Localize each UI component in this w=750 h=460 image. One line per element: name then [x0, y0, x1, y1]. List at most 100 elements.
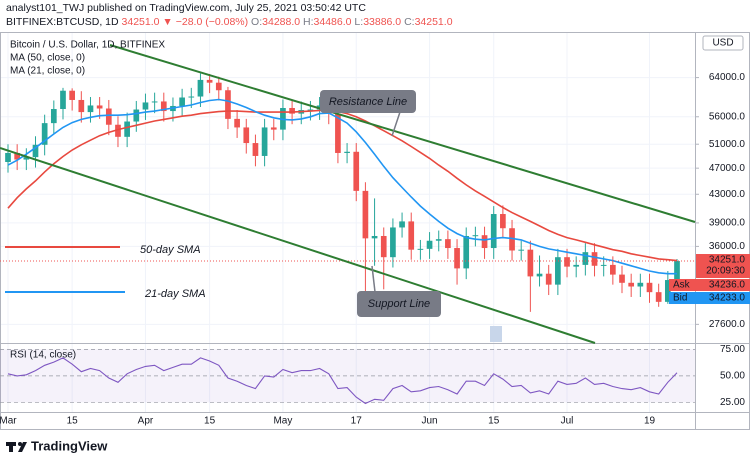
ohlc-value: 34486.0: [314, 16, 352, 28]
callout-box: [357, 291, 441, 317]
x-tick-label: 15: [67, 416, 79, 427]
ohlc-value: 34251.0: [415, 16, 453, 28]
candle-body: [87, 105, 94, 113]
candle-body: [252, 143, 259, 156]
candle-body: [96, 105, 103, 109]
candle-body: [619, 274, 625, 283]
last-price-box: [696, 254, 750, 279]
legend-entry: MA (50, close, 0): [10, 53, 85, 64]
candle-body: [335, 113, 341, 153]
candle-body: [60, 90, 66, 110]
currency-box: [702, 35, 744, 51]
ask-box: [669, 279, 750, 292]
candle-body: [197, 79, 204, 97]
countdown: 20:09:30: [706, 266, 745, 277]
candle-body: [600, 264, 607, 266]
candle-body: [289, 107, 295, 114]
support-trendline: [0, 147, 596, 344]
candle-body: [160, 101, 167, 112]
candle-body: [215, 82, 222, 91]
candle-body: [637, 282, 644, 287]
moving-average: [7, 98, 677, 275]
candle-body: [69, 90, 75, 100]
candle-body: [509, 228, 515, 251]
sma21-annotation: 21-day SMA: [144, 288, 206, 300]
resistance-annotation: Resistance Line: [329, 96, 407, 108]
candle-body: [78, 99, 85, 113]
candle-body: [243, 127, 250, 144]
candle-body: [435, 239, 442, 241]
x-tick-label: 15: [488, 416, 500, 427]
candle-body: [206, 79, 213, 83]
y-tick-label: 56000.0: [709, 111, 746, 122]
y-tick-label: 25.00: [720, 397, 745, 408]
candle-body: [5, 152, 11, 162]
rsi-line: [7, 357, 678, 405]
y-tick-label: 51000.0: [709, 139, 746, 150]
ohlc-label: C:: [404, 16, 415, 28]
candle-body: [261, 127, 268, 156]
chart-title: Bitcoin / U.S. Dollar, 1D, BITFINEX: [10, 40, 165, 51]
candle-body: [14, 152, 21, 160]
candle-body: [32, 144, 39, 158]
y-tick-label: 47000.0: [709, 163, 746, 174]
x-tick-label: 15: [204, 416, 216, 427]
candle-body: [142, 102, 149, 110]
candle-body: [41, 123, 48, 145]
y-tick-label: 27600.0: [709, 319, 746, 330]
candle-body: [105, 108, 112, 125]
candle-body: [555, 257, 561, 285]
candle-body: [646, 282, 653, 293]
candle-body: [133, 109, 140, 122]
candle-body: [582, 252, 589, 265]
candle-body: [115, 124, 121, 137]
candle-body: [518, 249, 525, 251]
candle-body: [408, 221, 415, 250]
candle-body: [50, 109, 57, 124]
grid: [0, 32, 695, 412]
ask-price: 34236.0: [709, 280, 746, 291]
symbol-line: BITFINEX:BTCUSD, 1D 34251.0 ▼ −28.0 (−0.…: [6, 16, 453, 28]
logo: [6, 442, 27, 452]
candle-body: [390, 227, 396, 258]
legend: MA (50, close, 0) MA (21, close, 0): [10, 53, 85, 77]
bid-label: Bid: [673, 293, 687, 304]
candle-body: [307, 109, 314, 111]
author-line: analyst101_TWJ published on TradingView.…: [6, 2, 366, 14]
ohlc-label: O:: [251, 16, 262, 28]
ohlc-label: L:: [354, 16, 363, 28]
y-tick-label: 50.00: [720, 371, 745, 382]
candle-body: [417, 248, 424, 250]
candle-body: [536, 273, 543, 277]
rsi-title: RSI (14, close): [10, 350, 76, 361]
symbol: BITFINEX:BTCUSD, 1D: [6, 16, 119, 28]
candle-body: [225, 90, 231, 119]
candle-body: [472, 235, 479, 237]
callout-arrow: [371, 265, 376, 293]
resistance-trendline: [109, 44, 696, 223]
candle-body: [399, 221, 405, 228]
candle-body: [380, 235, 387, 258]
y-tick-label: 43000.0: [709, 189, 746, 200]
last-price-label: 34251.0: [709, 255, 746, 266]
x-tick-label: Apr: [138, 416, 154, 427]
candle-body: [463, 235, 470, 269]
candle-body: [179, 97, 185, 106]
date-range-highlight: [490, 326, 502, 342]
candle-body: [527, 249, 534, 277]
candle-body: [344, 151, 350, 153]
candle-body: [454, 248, 460, 269]
candle-body: [124, 121, 130, 137]
ohlc-value: 33886.0: [363, 16, 401, 28]
bid-price: 34233.0: [709, 293, 746, 304]
y-tick-label: 36000.0: [709, 241, 746, 252]
candle-body: [371, 235, 378, 239]
x-tick-label: 19: [644, 416, 656, 427]
brand: TradingView: [31, 438, 108, 453]
candle-body: [481, 235, 488, 249]
ask-label: Ask: [673, 280, 691, 291]
x-tick-label: 17: [351, 416, 363, 427]
candle-body: [490, 214, 497, 249]
candle-body: [426, 240, 433, 249]
candle-body: [628, 282, 635, 287]
